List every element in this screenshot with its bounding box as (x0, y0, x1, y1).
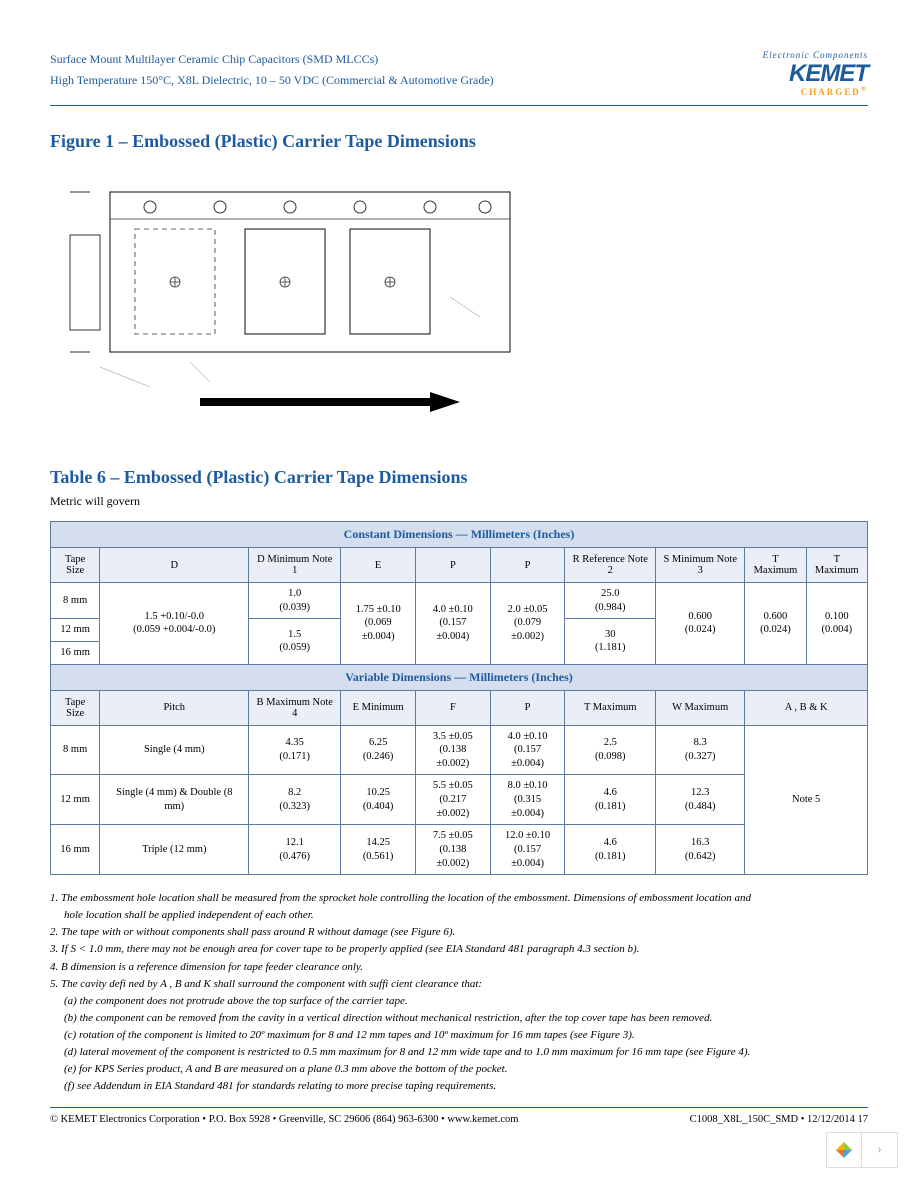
cell-size: 12 mm (51, 775, 100, 825)
page-header: Surface Mount Multilayer Ceramic Chip Ca… (50, 50, 868, 97)
col-header: D Minimum Note 1 (249, 548, 341, 583)
footer-right: C1008_X8L_150C_SMD • 12/12/2014 17 (690, 1114, 868, 1125)
col-header: Tape Size (51, 690, 100, 725)
cell-abk: Note 5 (745, 725, 868, 875)
cell-b: 12.1(0.476) (249, 825, 341, 875)
header-text-block: Surface Mount Multilayer Ceramic Chip Ca… (50, 50, 494, 92)
cell-w: 8.3(0.327) (656, 725, 745, 775)
variable-section-header: Variable Dimensions — Millimeters (Inche… (51, 664, 868, 690)
note-5b: (b) the component can be removed from th… (50, 1010, 868, 1027)
cell-e: 6.25(0.246) (341, 725, 416, 775)
col-header: P (416, 548, 491, 583)
cell-size: 8 mm (51, 583, 100, 619)
note-5c: (c) rotation of the component is limited… (50, 1027, 868, 1044)
corner-widget[interactable]: › (826, 1132, 898, 1168)
corner-chevron-icon[interactable]: › (862, 1132, 898, 1168)
cell-e: 14.25(0.561) (341, 825, 416, 875)
col-header: Tape Size (51, 548, 100, 583)
cell-t: 4.6(0.181) (565, 775, 656, 825)
figure1-title: Figure 1 – Embossed (Plastic) Carrier Ta… (50, 131, 868, 152)
cell-p: 4.0 ±0.10(0.157 ±0.004) (490, 725, 565, 775)
cell-e: 1.75 ±0.10(0.069 ±0.004) (341, 583, 416, 665)
note-5d: (d) lateral movement of the component is… (50, 1044, 868, 1061)
footer-left: © KEMET Electronics Corporation • P.O. B… (50, 1114, 518, 1125)
cell-f: 3.5 ±0.05(0.138 ±0.002) (416, 725, 491, 775)
col-header: A , B & K (745, 690, 868, 725)
cell-size: 16 mm (51, 641, 100, 664)
cell-f: 5.5 ±0.05(0.217 ±0.002) (416, 775, 491, 825)
header-line1: Surface Mount Multilayer Ceramic Chip Ca… (50, 50, 494, 69)
cell-p2: 2.0 ±0.05(0.079 ±0.002) (490, 583, 565, 665)
table-row: 8 mm 1.5 +0.10/-0.0(0.059 +0.004/-0.0) 1… (51, 583, 868, 619)
note-3: 3. If S < 1.0 mm, there may not be enoug… (50, 941, 868, 958)
header-divider (50, 105, 868, 106)
cell-b: 8.2(0.323) (249, 775, 341, 825)
brand-logo: Electronic Components KEMET CHARGED® (763, 50, 868, 97)
table6-title: Table 6 – Embossed (Plastic) Carrier Tap… (50, 467, 868, 488)
cell-r: 30(1.181) (565, 619, 656, 664)
table-row: 8 mm Single (4 mm) 4.35(0.171) 6.25(0.24… (51, 725, 868, 775)
footer-divider (50, 1107, 868, 1108)
cell-size: 8 mm (51, 725, 100, 775)
col-header: Pitch (100, 690, 249, 725)
cell-dmin: 1.5(0.059) (249, 619, 341, 664)
table6-subtitle: Metric will govern (50, 494, 868, 509)
logo-tagline: Electronic Components (763, 50, 868, 60)
col-header: T Maximum (806, 548, 867, 583)
col-header: B Maximum Note 4 (249, 690, 341, 725)
cell-dmin: 1.0(0.039) (249, 583, 341, 619)
carrier-tape-svg (50, 167, 530, 427)
logo-sub: CHARGED® (763, 85, 868, 97)
cell-w: 16.3(0.642) (656, 825, 745, 875)
logo-main: KEMET (763, 60, 868, 88)
note-5: 5. The cavity defi ned by A , B and K sh… (50, 976, 868, 993)
note-5a: (a) the component does not protrude abov… (50, 993, 868, 1010)
col-header: T Maximum (745, 548, 806, 583)
cell-size: 16 mm (51, 825, 100, 875)
table6-constant: Constant Dimensions — Millimeters (Inche… (50, 521, 868, 875)
col-header: D (100, 548, 249, 583)
cell-f: 7.5 ±0.05(0.138 ±0.002) (416, 825, 491, 875)
cell-t: 2.5(0.098) (565, 725, 656, 775)
cell-p: 12.0 ±0.10(0.157 ±0.004) (490, 825, 565, 875)
note-4: 4. B dimension is a reference dimension … (50, 959, 868, 976)
col-header: T Maximum (565, 690, 656, 725)
col-header: P (490, 548, 565, 583)
corner-logo-icon[interactable] (826, 1132, 862, 1168)
cell-r: 25.0(0.984) (565, 583, 656, 619)
figure1-diagram (50, 167, 530, 427)
note-5e: (e) for KPS Series product, A and B are … (50, 1061, 868, 1078)
page-footer: © KEMET Electronics Corporation • P.O. B… (50, 1114, 868, 1125)
cell-b: 4.35(0.171) (249, 725, 341, 775)
cell-pitch: Single (4 mm) & Double (8 mm) (100, 775, 249, 825)
col-header: R Reference Note 2 (565, 548, 656, 583)
col-header: P (490, 690, 565, 725)
header-line2: High Temperature 150°C, X8L Dielectric, … (50, 71, 494, 90)
footnotes: 1. The embossment hole location shall be… (50, 890, 868, 1095)
note-2: 2. The tape with or without components s… (50, 924, 868, 941)
col-header: E Minimum (341, 690, 416, 725)
note-5f: (f) see Addendum in EIA Standard 481 for… (50, 1078, 868, 1095)
note-1: 1. The embossment hole location shall be… (50, 890, 868, 907)
cell-s: 0.600(0.024) (656, 583, 745, 665)
col-header: F (416, 690, 491, 725)
cell-size: 12 mm (51, 619, 100, 642)
note-1b: hole location shall be applied independe… (50, 907, 868, 924)
cell-t1: 0.600(0.024) (745, 583, 806, 665)
cell-e: 10.25(0.404) (341, 775, 416, 825)
col-header: S Minimum Note 3 (656, 548, 745, 583)
cell-t2: 0.100(0.004) (806, 583, 867, 665)
cell-pitch: Single (4 mm) (100, 725, 249, 775)
cell-p1: 4.0 ±0.10(0.157 ±0.004) (416, 583, 491, 665)
constant-section-header: Constant Dimensions — Millimeters (Inche… (51, 522, 868, 548)
cell-p: 8.0 ±0.10(0.315 ±0.004) (490, 775, 565, 825)
col-header: E (341, 548, 416, 583)
cell-pitch: Triple (12 mm) (100, 825, 249, 875)
cell-d: 1.5 +0.10/-0.0(0.059 +0.004/-0.0) (100, 583, 249, 665)
col-header: W Maximum (656, 690, 745, 725)
cell-w: 12.3(0.484) (656, 775, 745, 825)
cell-t: 4.6(0.181) (565, 825, 656, 875)
